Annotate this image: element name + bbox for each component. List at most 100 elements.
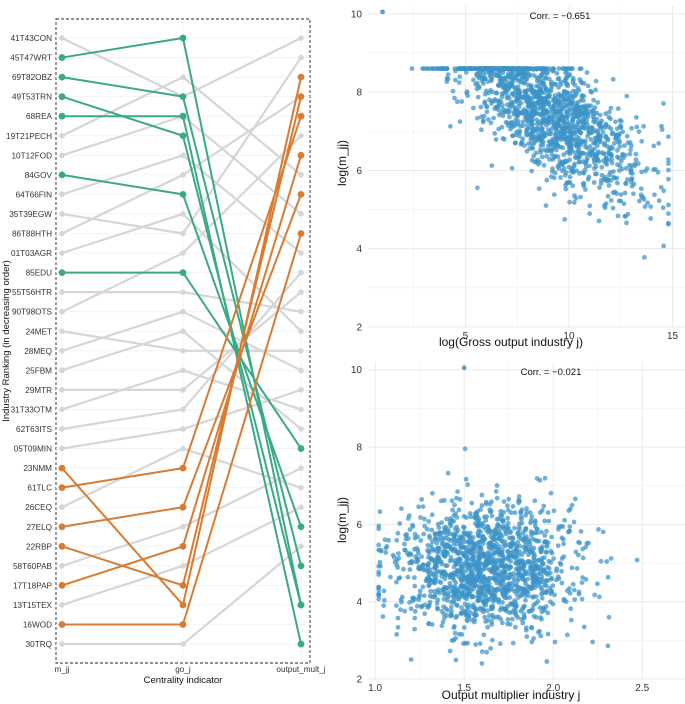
scatter-point <box>486 587 492 593</box>
scatter-point <box>508 81 513 86</box>
scatter-point <box>502 543 508 549</box>
scatter-point <box>493 560 499 565</box>
slope-line-26CEQ <box>61 447 302 509</box>
slope-point-25FBM <box>180 328 186 335</box>
scatter-x-tick-label: 1.0 <box>368 683 382 694</box>
scatter-point <box>564 588 570 594</box>
scatter-point <box>509 165 515 171</box>
scatter-point <box>473 66 479 71</box>
scatter-point <box>475 115 480 121</box>
scatter-point <box>509 76 515 81</box>
scatter-point <box>510 504 516 509</box>
scatter-point <box>455 527 461 533</box>
scatter-point <box>481 609 486 615</box>
scatter-point <box>500 136 506 141</box>
scatter-point <box>492 97 498 102</box>
scatter-point <box>506 557 511 562</box>
scatter-x-tick-label: 2.5 <box>635 683 649 694</box>
scatter-point <box>428 588 433 594</box>
scatter-point <box>443 536 449 541</box>
scatter-point <box>546 127 551 132</box>
scatter-point <box>666 134 671 140</box>
scatter-point <box>623 181 628 186</box>
scatter-point <box>461 514 467 519</box>
scatter-point <box>594 171 599 177</box>
scatter-point <box>541 567 547 573</box>
scatter-point <box>530 117 535 122</box>
scatter-point <box>569 99 575 104</box>
scatter-point <box>490 606 495 611</box>
scatter-point <box>550 583 556 588</box>
scatter-point <box>638 186 644 192</box>
slope-point-23NMM <box>297 73 305 81</box>
scatter-point <box>449 638 455 643</box>
slope-point-61TLC <box>58 484 66 492</box>
scatter-point <box>402 608 408 614</box>
scatter-point <box>427 599 433 605</box>
scatter-gross-output-y-title: log(m_jj) <box>335 140 349 186</box>
slope-point-16WOD <box>58 621 66 628</box>
scatter-point <box>458 568 464 574</box>
scatter-point <box>629 125 634 131</box>
scatter-point <box>521 80 526 86</box>
scatter-point <box>419 604 425 610</box>
scatter-point <box>536 186 542 192</box>
scatter-point <box>500 600 505 605</box>
scatter-point <box>565 102 571 108</box>
scatter-point <box>515 615 521 620</box>
scatter-point <box>599 164 605 170</box>
scatter-point <box>579 125 584 130</box>
scatter-point <box>410 522 415 528</box>
scatter-point <box>481 601 487 607</box>
scatter-point <box>586 125 592 131</box>
scatter-point <box>517 549 522 554</box>
scatter-point <box>377 509 383 515</box>
scatter-point <box>548 591 553 597</box>
scatter-point <box>480 119 486 125</box>
scatter-point <box>465 539 470 545</box>
scatter-point <box>416 564 422 569</box>
slope-point-64T66FIN <box>59 191 65 198</box>
scatter-point <box>419 554 424 560</box>
slope-point-84GOV <box>58 171 66 179</box>
scatter-point <box>422 523 428 529</box>
scatter-point <box>505 526 510 531</box>
slope-point-58T60PAB <box>298 465 304 471</box>
scatter-point <box>403 532 408 538</box>
scatter-point <box>535 571 541 577</box>
slope-industry-label: 55T56HTR <box>12 288 52 297</box>
scatter-point <box>568 617 574 623</box>
scatter-point <box>633 115 639 120</box>
slope-point-24MET <box>180 348 186 354</box>
scatter-point <box>498 562 504 568</box>
scatter-point <box>632 161 638 167</box>
scatter-point <box>516 104 522 110</box>
scatter-point <box>624 93 630 99</box>
scatter-point <box>507 621 513 627</box>
scatter-point <box>660 205 666 211</box>
slope-point-29MTR <box>298 289 304 295</box>
slope-point-05T09MIN <box>298 387 304 393</box>
scatter-point <box>412 535 418 541</box>
scatter-point <box>491 115 496 121</box>
scatter-point <box>651 167 656 173</box>
slope-point-17T18PAP <box>58 582 66 589</box>
slope-point-29MTR <box>180 387 186 393</box>
scatter-point <box>481 113 487 119</box>
slope-industry-label: 61TLC <box>27 484 52 493</box>
scatter-point <box>634 124 640 130</box>
scatter-point <box>437 590 443 596</box>
scatter-point <box>551 556 556 562</box>
scatter-point <box>590 639 595 645</box>
scatter-point <box>445 607 450 613</box>
scatter-point <box>548 81 554 87</box>
scatter-point <box>474 583 480 589</box>
scatter-point <box>543 579 549 584</box>
scatter-output-multiplier-ticks: 2 4 6 8 10 1.0 1.5 2.0 2.5 <box>351 365 650 694</box>
slope-indicator-label: output_mult_j <box>276 665 325 674</box>
scatter-point <box>656 141 662 146</box>
scatter-y-tick-label: 2 <box>356 323 362 334</box>
scatter-point <box>541 503 547 509</box>
scatter-point <box>590 150 596 156</box>
scatter-point <box>539 595 545 601</box>
